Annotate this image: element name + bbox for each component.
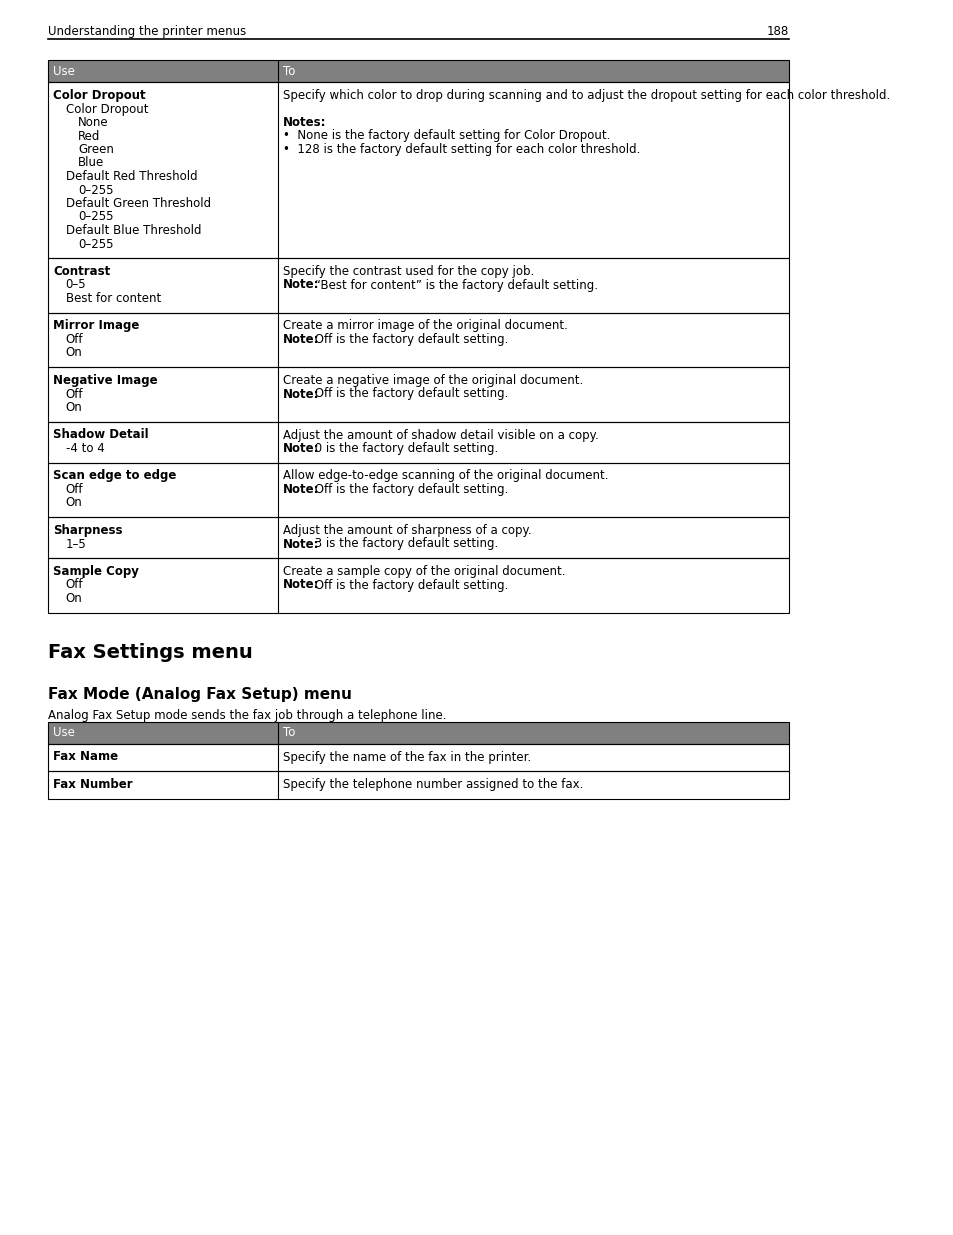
Bar bbox=[49, 771, 788, 799]
Text: To: To bbox=[283, 65, 295, 78]
Text: Color Dropout: Color Dropout bbox=[53, 89, 146, 103]
Text: Off: Off bbox=[66, 388, 83, 400]
Text: Use: Use bbox=[53, 726, 75, 740]
Bar bbox=[49, 517, 788, 558]
Text: Create a sample copy of the original document.: Create a sample copy of the original doc… bbox=[283, 564, 565, 578]
Text: Negative Image: Negative Image bbox=[53, 374, 158, 387]
Text: Mirror Image: Mirror Image bbox=[53, 320, 140, 332]
Text: 188: 188 bbox=[765, 25, 788, 38]
Bar bbox=[49, 258, 788, 312]
Bar bbox=[49, 721, 788, 743]
Text: Allow edge-to-edge scanning of the original document.: Allow edge-to-edge scanning of the origi… bbox=[283, 469, 608, 483]
Text: Red: Red bbox=[78, 130, 100, 142]
Bar bbox=[49, 721, 788, 743]
Text: 0 is the factory default setting.: 0 is the factory default setting. bbox=[311, 442, 497, 454]
Text: Blue: Blue bbox=[78, 157, 104, 169]
Text: Note:: Note: bbox=[283, 333, 319, 346]
Text: Off is the factory default setting.: Off is the factory default setting. bbox=[311, 388, 508, 400]
Bar bbox=[49, 312, 788, 367]
Text: 0–255: 0–255 bbox=[78, 237, 113, 251]
Bar bbox=[49, 82, 788, 258]
Text: Note:: Note: bbox=[283, 578, 319, 592]
Bar bbox=[49, 462, 788, 517]
Text: Sharpness: Sharpness bbox=[53, 524, 123, 537]
Text: 0–255: 0–255 bbox=[78, 210, 113, 224]
Text: Note:: Note: bbox=[283, 279, 319, 291]
Text: Default Green Threshold: Default Green Threshold bbox=[66, 198, 211, 210]
Bar bbox=[49, 61, 788, 82]
Text: Color Dropout: Color Dropout bbox=[66, 103, 148, 116]
Text: On: On bbox=[66, 592, 82, 605]
Text: Best for content: Best for content bbox=[66, 291, 161, 305]
Bar bbox=[49, 462, 788, 517]
Bar bbox=[49, 258, 788, 312]
Text: 0–5: 0–5 bbox=[66, 279, 86, 291]
Text: 0–255: 0–255 bbox=[78, 184, 113, 196]
Text: Note:: Note: bbox=[283, 442, 319, 454]
Text: •  None is the factory default setting for Color Dropout.: • None is the factory default setting fo… bbox=[283, 130, 610, 142]
Text: Adjust the amount of shadow detail visible on a copy.: Adjust the amount of shadow detail visib… bbox=[283, 429, 598, 441]
Text: 1–5: 1–5 bbox=[66, 537, 87, 551]
Text: Off: Off bbox=[66, 483, 83, 496]
Text: “Best for content” is the factory default setting.: “Best for content” is the factory defaul… bbox=[311, 279, 598, 291]
Text: Scan edge to edge: Scan edge to edge bbox=[53, 469, 176, 483]
Text: Specify the contrast used for the copy job.: Specify the contrast used for the copy j… bbox=[283, 266, 534, 278]
Text: Off: Off bbox=[66, 578, 83, 592]
Text: Note:: Note: bbox=[283, 388, 319, 400]
Text: On: On bbox=[66, 401, 82, 414]
Text: •  128 is the factory default setting for each color threshold.: • 128 is the factory default setting for… bbox=[283, 143, 639, 156]
Text: Adjust the amount of sharpness of a copy.: Adjust the amount of sharpness of a copy… bbox=[283, 524, 531, 537]
Text: Fax Number: Fax Number bbox=[53, 778, 132, 790]
Text: On: On bbox=[66, 496, 82, 510]
Text: Note:: Note: bbox=[283, 537, 319, 551]
Bar bbox=[49, 771, 788, 799]
Text: Off is the factory default setting.: Off is the factory default setting. bbox=[311, 333, 508, 346]
Text: Create a negative image of the original document.: Create a negative image of the original … bbox=[283, 374, 582, 387]
Text: Contrast: Contrast bbox=[53, 266, 111, 278]
Text: Fax Settings menu: Fax Settings menu bbox=[49, 642, 253, 662]
Text: Specify the name of the fax in the printer.: Specify the name of the fax in the print… bbox=[283, 751, 531, 763]
Text: Specify the telephone number assigned to the fax.: Specify the telephone number assigned to… bbox=[283, 778, 582, 790]
Text: Note:: Note: bbox=[283, 483, 319, 496]
Bar bbox=[49, 421, 788, 462]
Bar bbox=[49, 558, 788, 613]
Text: To: To bbox=[283, 726, 295, 740]
Bar bbox=[49, 558, 788, 613]
Bar bbox=[49, 82, 788, 258]
Text: Green: Green bbox=[78, 143, 113, 156]
Bar bbox=[49, 743, 788, 771]
Text: Use: Use bbox=[53, 65, 75, 78]
Text: Notes:: Notes: bbox=[283, 116, 326, 128]
Bar bbox=[49, 367, 788, 421]
Text: Create a mirror image of the original document.: Create a mirror image of the original do… bbox=[283, 320, 567, 332]
Text: On: On bbox=[66, 347, 82, 359]
Bar bbox=[49, 61, 788, 82]
Text: 3 is the factory default setting.: 3 is the factory default setting. bbox=[311, 537, 497, 551]
Text: Fax Mode (Analog Fax Setup) menu: Fax Mode (Analog Fax Setup) menu bbox=[49, 688, 352, 703]
Bar bbox=[49, 517, 788, 558]
Text: Fax Name: Fax Name bbox=[53, 751, 118, 763]
Text: Analog Fax Setup mode sends the fax job through a telephone line.: Analog Fax Setup mode sends the fax job … bbox=[49, 709, 446, 722]
Text: Sample Copy: Sample Copy bbox=[53, 564, 139, 578]
Bar bbox=[49, 743, 788, 771]
Bar bbox=[49, 367, 788, 421]
Text: None: None bbox=[78, 116, 109, 128]
Text: Default Blue Threshold: Default Blue Threshold bbox=[66, 224, 201, 237]
Text: Shadow Detail: Shadow Detail bbox=[53, 429, 149, 441]
Text: Off is the factory default setting.: Off is the factory default setting. bbox=[311, 578, 508, 592]
Bar bbox=[49, 421, 788, 462]
Text: -4 to 4: -4 to 4 bbox=[66, 442, 104, 454]
Text: Off is the factory default setting.: Off is the factory default setting. bbox=[311, 483, 508, 496]
Text: Understanding the printer menus: Understanding the printer menus bbox=[49, 25, 246, 38]
Text: Default Red Threshold: Default Red Threshold bbox=[66, 170, 197, 183]
Bar bbox=[49, 312, 788, 367]
Text: Off: Off bbox=[66, 333, 83, 346]
Text: Specify which color to drop during scanning and to adjust the dropout setting fo: Specify which color to drop during scann… bbox=[283, 89, 889, 103]
